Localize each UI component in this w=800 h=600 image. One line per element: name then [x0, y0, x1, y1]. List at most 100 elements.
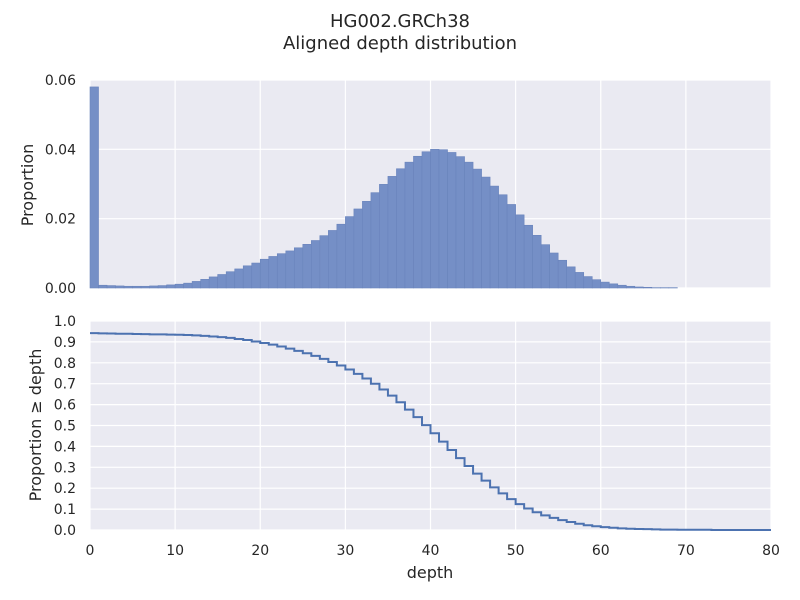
histogram-bar [217, 274, 227, 289]
histogram-bar [387, 176, 397, 289]
cumulative-y-tick-label: 0.7 [54, 377, 76, 393]
cumulative-y-tick-label: 0.9 [54, 335, 76, 351]
histogram-y-tick-label: 0.02 [45, 212, 76, 228]
histogram-bar [285, 250, 295, 289]
histogram-y-tick-labels: 0.00 0.02 0.04 0.06 [45, 73, 76, 297]
histogram-bar [259, 258, 270, 289]
histogram-bar [268, 256, 278, 289]
cumulative-y-tick-label: 0.4 [54, 439, 76, 455]
cumulative-y-tick-label: 1.0 [54, 314, 76, 330]
histogram-bar [608, 283, 619, 289]
histogram-bar [353, 208, 363, 289]
histogram-bar [421, 151, 431, 289]
cumulative-x-tick-label: 60 [592, 543, 610, 559]
histogram-bar [634, 286, 644, 289]
histogram-bar [643, 287, 653, 289]
histogram-bar [336, 223, 346, 289]
cumulative-panel: 0.0 0.1 0.2 0.3 0.4 0.5 0.6 0.7 0.8 0.9 1.0 0 10 20 3… [26, 314, 780, 582]
histogram-bar [200, 279, 210, 289]
histogram-panel: 0.00 0.02 0.04 0.06 Proportion [18, 73, 772, 297]
cumulative-x-tick-label: 20 [251, 543, 269, 559]
histogram-bar [591, 279, 602, 289]
histogram-bar [515, 214, 525, 289]
histogram-bar [549, 252, 559, 289]
histogram-bar [370, 192, 380, 289]
histogram-bar [379, 184, 389, 289]
histogram-bars [89, 86, 678, 289]
histogram-bar [183, 282, 193, 289]
histogram-bar [396, 168, 406, 289]
histogram-bar [362, 201, 372, 289]
cumulative-y-tick-label: 0.0 [54, 523, 76, 539]
histogram-bar [106, 285, 116, 289]
cumulative-y-tick-label: 0.2 [54, 481, 76, 497]
histogram-bar [157, 285, 167, 289]
histogram-bar [447, 152, 457, 289]
histogram-bar [132, 285, 142, 289]
histogram-bar [523, 224, 533, 289]
figure-title-line1: HG002.GRCh38 [330, 11, 470, 32]
histogram-bar [115, 285, 125, 289]
histogram-bar [234, 268, 244, 289]
histogram-bar [302, 244, 312, 289]
cumulative-y-axis-label: Proportion ≥ depth [26, 349, 45, 502]
histogram-bar [600, 281, 610, 289]
cumulative-y-tick-label: 0.3 [54, 460, 76, 476]
histogram-y-axis-label: Proportion [18, 144, 37, 227]
cumulative-x-axis-label: depth [407, 563, 454, 582]
histogram-bar [498, 194, 508, 289]
histogram-bar [557, 259, 567, 289]
histogram-bar [625, 285, 636, 289]
histogram-bar [319, 235, 329, 289]
histogram-y-tick-label: 0.00 [45, 281, 76, 297]
histogram-bar [583, 276, 593, 289]
histogram-bar [617, 284, 627, 289]
histogram-bar [208, 276, 218, 289]
histogram-bar [140, 285, 150, 289]
histogram-y-tick-label: 0.06 [45, 73, 76, 89]
cumulative-x-tick-label: 70 [677, 543, 695, 559]
histogram-bar [345, 216, 355, 289]
histogram-bar [98, 284, 108, 289]
histogram-bar [566, 266, 576, 289]
histogram-bar [166, 284, 176, 289]
histogram-bar [532, 235, 542, 289]
cumulative-y-tick-label: 0.5 [54, 419, 76, 435]
histogram-bar [276, 253, 287, 289]
histogram-bar [506, 204, 516, 289]
cumulative-y-tick-label: 0.1 [54, 502, 76, 518]
histogram-bar [438, 149, 448, 289]
cumulative-x-tick-label: 80 [762, 543, 780, 559]
cumulative-x-tick-label: 10 [166, 543, 184, 559]
histogram-bar [123, 285, 133, 289]
histogram-bar [540, 244, 550, 289]
cumulative-x-tick-label: 0 [86, 543, 95, 559]
histogram-bar [89, 86, 99, 289]
histogram-bar [191, 281, 201, 289]
cumulative-y-tick-label: 0.8 [54, 356, 76, 372]
histogram-bar [149, 285, 159, 289]
figure-title-line2: Aligned depth distribution [283, 33, 517, 54]
cumulative-x-tick-label: 30 [336, 543, 354, 559]
cumulative-x-tick-label: 40 [422, 543, 440, 559]
cumulative-step-line [90, 332, 771, 531]
histogram-bar [472, 168, 482, 289]
histogram-bar [328, 230, 338, 289]
histogram-bar [574, 272, 585, 289]
histogram-bar [293, 247, 304, 289]
histogram-bar [413, 155, 423, 289]
histogram-bar [464, 161, 474, 289]
histogram-bar [174, 283, 184, 289]
histogram-bar [251, 262, 261, 289]
cumulative-x-tick-labels: 0 10 20 30 40 50 60 70 80 [86, 543, 780, 559]
histogram-bar [455, 156, 465, 289]
histogram-bar [225, 271, 236, 289]
histogram-bar [311, 240, 321, 289]
histogram-y-tick-label: 0.04 [45, 142, 76, 158]
histogram-bar [242, 265, 253, 289]
cumulative-x-tick-label: 50 [507, 543, 525, 559]
cumulative-y-tick-label: 0.6 [54, 398, 76, 414]
histogram-bar [404, 161, 414, 289]
histogram-bar [481, 176, 491, 289]
